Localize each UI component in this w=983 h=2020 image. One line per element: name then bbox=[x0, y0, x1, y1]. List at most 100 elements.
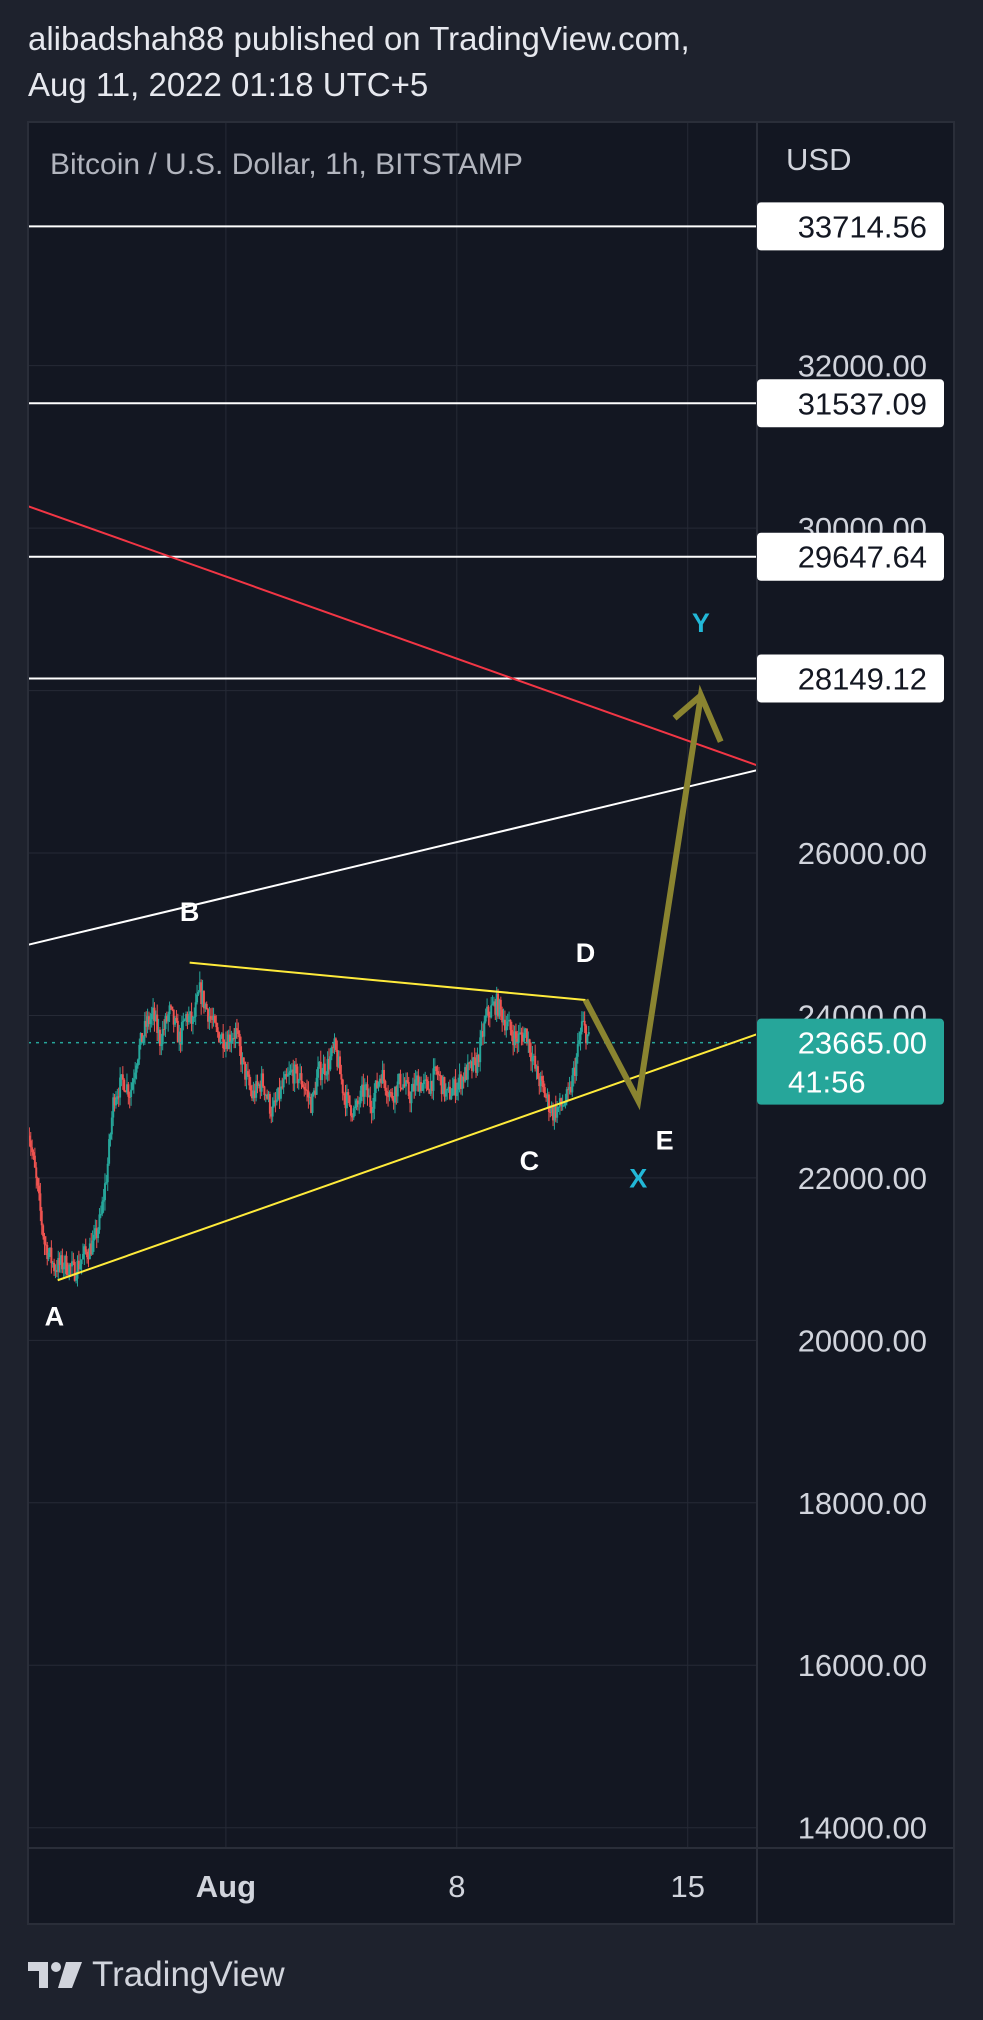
candle-body-95 bbox=[157, 1029, 160, 1033]
candle-body-96 bbox=[158, 1029, 161, 1047]
candle-body-108 bbox=[175, 1017, 178, 1021]
candle-body-376 bbox=[543, 1087, 546, 1098]
candle-body-334 bbox=[486, 1006, 489, 1016]
candle-body-160 bbox=[246, 1071, 249, 1075]
y-tick-label-2: 18000.00 bbox=[798, 1486, 927, 1521]
candle-body-209 bbox=[314, 1090, 317, 1095]
candle-body-266 bbox=[392, 1098, 395, 1103]
candle-body-303 bbox=[443, 1077, 446, 1097]
candle-body-249 bbox=[369, 1095, 372, 1108]
chart-frame bbox=[27, 121, 955, 1925]
candle-body-94 bbox=[156, 1014, 159, 1033]
candle-body-391 bbox=[564, 1102, 567, 1106]
candle-body-98 bbox=[161, 1029, 164, 1045]
candle-body-198 bbox=[299, 1073, 302, 1080]
candle-body-74 bbox=[128, 1096, 131, 1098]
candle-body-84 bbox=[142, 1036, 145, 1043]
candle-body-4 bbox=[32, 1152, 35, 1156]
candle-body-256 bbox=[378, 1078, 381, 1083]
time-axis bbox=[28, 1848, 954, 1924]
candle-body-106 bbox=[172, 1009, 175, 1025]
candle-body-315 bbox=[459, 1074, 462, 1089]
candle-body-134 bbox=[211, 1018, 214, 1020]
candle-body-65 bbox=[116, 1096, 119, 1100]
candle-body-59 bbox=[108, 1139, 111, 1164]
candle-body-346 bbox=[502, 1019, 505, 1023]
candle-body-305 bbox=[446, 1088, 449, 1091]
candle-body-47 bbox=[91, 1240, 94, 1255]
candle-body-179 bbox=[273, 1100, 276, 1107]
candle-body-395 bbox=[569, 1086, 572, 1093]
published-by-text: alibadshah88 published on TradingView.co… bbox=[28, 20, 690, 57]
candle-body-144 bbox=[224, 1041, 227, 1049]
candle-body-215 bbox=[322, 1063, 325, 1074]
candle-body-30 bbox=[68, 1264, 71, 1276]
candle-body-396 bbox=[571, 1075, 574, 1093]
candle-body-244 bbox=[362, 1084, 365, 1097]
price-line-badge-3 bbox=[757, 654, 944, 703]
publish-date-text: Aug 11, 2022 01:18 UTC+5 bbox=[28, 66, 429, 103]
candle-body-232 bbox=[345, 1092, 348, 1109]
candle-body-73 bbox=[127, 1084, 130, 1097]
candle-body-34 bbox=[73, 1262, 76, 1281]
candle-body-320 bbox=[466, 1062, 469, 1080]
candle-body-116 bbox=[186, 1014, 189, 1023]
price-line-badge-0 bbox=[757, 202, 944, 251]
candle-body-265 bbox=[391, 1092, 394, 1099]
candle-body-29 bbox=[66, 1273, 69, 1276]
candle-body-184 bbox=[279, 1086, 282, 1099]
candle-body-56 bbox=[103, 1183, 106, 1201]
candle-body-360 bbox=[521, 1034, 524, 1042]
candle-body-336 bbox=[488, 1015, 491, 1018]
candle-body-359 bbox=[520, 1032, 523, 1035]
candle-body-327 bbox=[476, 1054, 479, 1073]
candle-body-138 bbox=[216, 1027, 219, 1033]
candle-body-267 bbox=[393, 1086, 396, 1103]
candle-body-177 bbox=[270, 1113, 273, 1117]
candle-body-13 bbox=[44, 1244, 47, 1246]
candle-body-228 bbox=[340, 1074, 343, 1080]
candle-body-36 bbox=[76, 1260, 79, 1279]
candle-body-76 bbox=[131, 1082, 134, 1090]
candle-body-280 bbox=[411, 1083, 414, 1092]
candle-body-10 bbox=[40, 1210, 43, 1226]
candle-body-255 bbox=[377, 1082, 380, 1088]
candle-body-143 bbox=[223, 1048, 226, 1050]
candle-body-200 bbox=[301, 1084, 304, 1088]
candle-body-55 bbox=[102, 1200, 105, 1202]
candle-body-347 bbox=[503, 1019, 506, 1031]
candle-body-374 bbox=[541, 1076, 544, 1081]
candle-body-107 bbox=[174, 1017, 177, 1025]
candle-body-284 bbox=[417, 1075, 420, 1092]
candle-body-68 bbox=[120, 1074, 123, 1078]
candle-body-331 bbox=[481, 1031, 484, 1037]
candle-body-129 bbox=[204, 1004, 207, 1009]
candle-body-186 bbox=[282, 1079, 285, 1088]
candle-body-165 bbox=[253, 1090, 256, 1098]
candle-body-27 bbox=[64, 1255, 67, 1267]
candle-body-314 bbox=[458, 1074, 461, 1083]
tradingview-logo-icon bbox=[28, 1962, 82, 1988]
x-tick-label-1: 8 bbox=[448, 1869, 465, 1904]
candle-body-151 bbox=[234, 1028, 237, 1039]
candle-body-297 bbox=[435, 1066, 438, 1072]
candle-body-371 bbox=[536, 1066, 539, 1079]
candle-body-72 bbox=[125, 1084, 128, 1093]
candle-body-316 bbox=[461, 1076, 464, 1089]
candle-body-43 bbox=[86, 1251, 89, 1258]
candle-body-377 bbox=[545, 1097, 548, 1099]
candle-body-293 bbox=[429, 1081, 432, 1094]
candle-body-132 bbox=[208, 1016, 211, 1022]
candle-body-57 bbox=[105, 1182, 108, 1184]
candle-body-380 bbox=[549, 1111, 552, 1113]
candle-body-194 bbox=[293, 1064, 296, 1084]
candle-body-373 bbox=[539, 1076, 542, 1087]
publication-header: alibadshah88 published on TradingView.co… bbox=[28, 16, 690, 108]
candle-body-288 bbox=[422, 1080, 425, 1085]
candle-body-270 bbox=[398, 1073, 401, 1082]
wave-label-y: Y bbox=[692, 608, 710, 638]
candle-body-240 bbox=[356, 1100, 359, 1104]
candle-body-147 bbox=[229, 1034, 232, 1044]
candle-body-354 bbox=[513, 1031, 516, 1046]
